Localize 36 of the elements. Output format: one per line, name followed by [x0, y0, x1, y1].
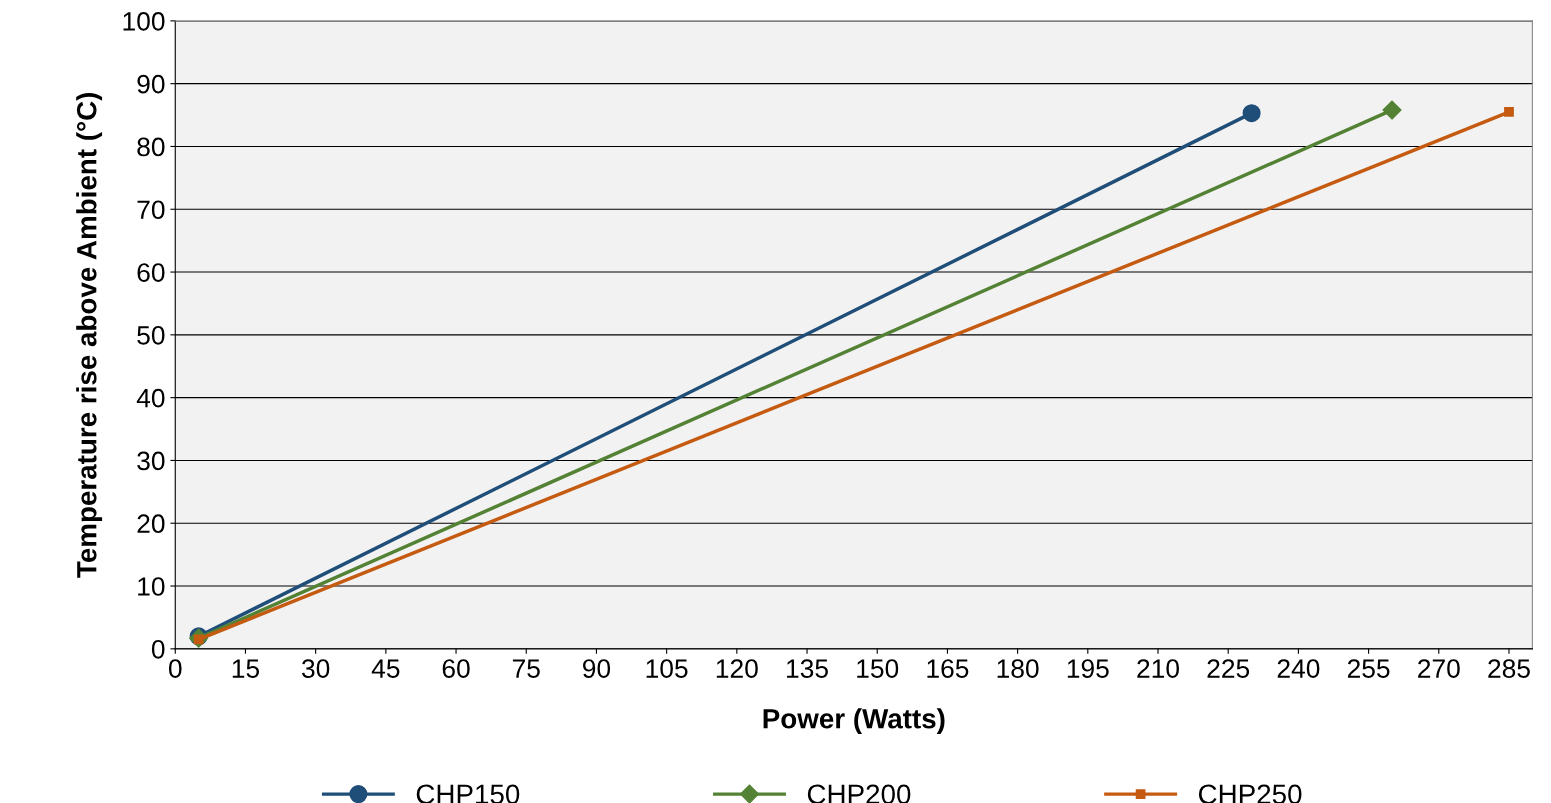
x-tick-label: 195 [1067, 659, 1109, 678]
y-tick-label: 20 [137, 514, 165, 534]
x-tick-label: 0 [168, 659, 182, 678]
y-tick-label: 80 [137, 137, 165, 157]
y-tick-label: 30 [137, 451, 165, 471]
x-tick-label: 225 [1207, 659, 1250, 678]
y-tick-label: 90 [137, 74, 165, 94]
x-tick-label: 45 [371, 659, 400, 678]
y-tick-label: 10 [138, 577, 165, 596]
x-tick-label: 270 [1418, 659, 1460, 678]
x-tick-label: 120 [716, 659, 758, 678]
x-tick-label: 165 [927, 659, 969, 678]
y-tick-label: 60 [137, 263, 165, 282]
x-tick-label: 135 [787, 659, 828, 678]
x-tick-label: 255 [1347, 659, 1390, 678]
x-tick-label: 30 [301, 659, 330, 678]
x-tick-label: 60 [442, 659, 470, 678]
x-tick-label: 180 [997, 659, 1039, 678]
x-tick-label: 150 [857, 659, 899, 678]
x-tick-label: 210 [1137, 659, 1179, 678]
y-tick-label: 50 [137, 325, 165, 345]
x-axis-title: Power (Watts) [763, 708, 945, 735]
x-tick-label: 15 [232, 659, 260, 678]
x-tick-label: 90 [583, 659, 611, 678]
y-tick-label: 100 [123, 12, 165, 31]
y-axis-title: Temperature rise above Ambient (°C) [76, 92, 103, 578]
point [1382, 100, 1402, 120]
x-tick-label: 240 [1277, 659, 1320, 678]
x-tick-label: 105 [646, 659, 688, 678]
point [1504, 107, 1514, 117]
y-tick-label: 0 [151, 639, 165, 659]
y-tick-label: 70 [137, 200, 165, 220]
point [1242, 104, 1261, 123]
y-tick-label: 40 [136, 388, 165, 408]
x-tick-label: 75 [512, 659, 540, 678]
x-tick-label: 285 [1488, 659, 1530, 678]
